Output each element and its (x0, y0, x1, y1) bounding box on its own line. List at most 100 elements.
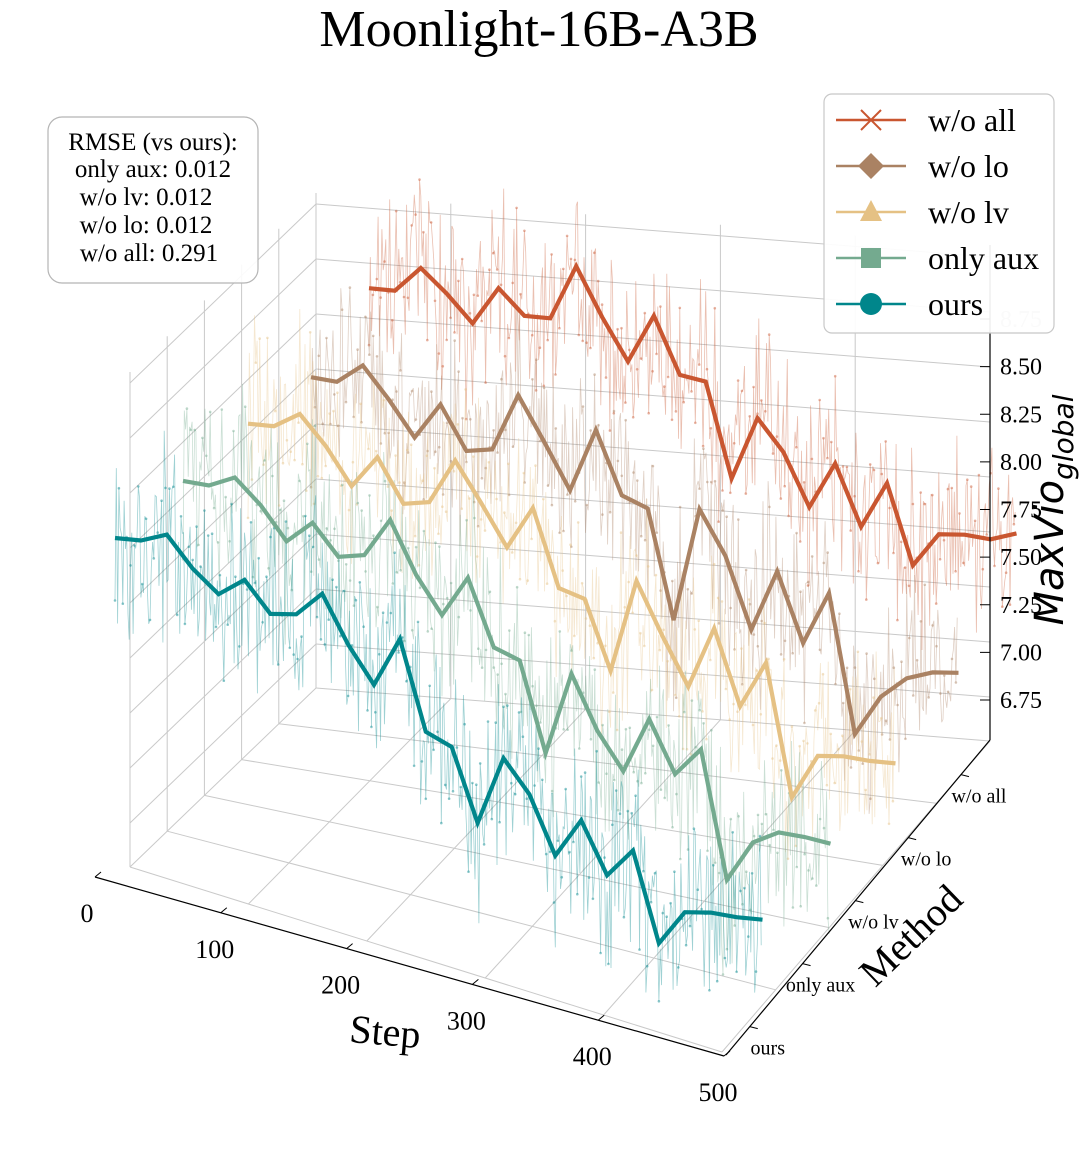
raw-trace-point (611, 691, 615, 694)
raw-trace-point (818, 648, 822, 652)
raw-trace-point (542, 386, 546, 390)
raw-trace-point (754, 970, 758, 973)
raw-trace-point (747, 598, 751, 601)
raw-trace-point (576, 521, 580, 524)
raw-trace-point (1008, 603, 1012, 606)
raw-trace-point (519, 710, 523, 714)
raw-trace-point (546, 484, 550, 487)
raw-trace-point (636, 779, 639, 783)
raw-trace-point (887, 822, 891, 826)
raw-trace-point (426, 338, 429, 342)
raw-trace-point (496, 673, 500, 676)
raw-trace-point (737, 518, 740, 521)
raw-trace-point (605, 772, 608, 775)
raw-trace-point (500, 662, 503, 666)
raw-trace-point (662, 628, 665, 632)
raw-trace-point (472, 293, 476, 297)
raw-trace-point (603, 856, 606, 859)
legend-item: only aux (836, 240, 1039, 276)
raw-trace-point (756, 813, 760, 817)
raw-trace-point (639, 357, 643, 360)
raw-trace-point (911, 694, 915, 697)
method-tick-label: w/o all (951, 786, 1006, 808)
raw-trace-point (414, 545, 418, 549)
grid-line (129, 423, 317, 604)
raw-trace-point (251, 575, 255, 579)
raw-trace-point (818, 398, 821, 402)
raw-trace-point (249, 521, 253, 524)
raw-trace-point (572, 840, 575, 844)
raw-trace-point (402, 481, 406, 484)
grid-line (129, 258, 317, 439)
raw-trace-point (278, 508, 282, 512)
raw-trace-point (923, 502, 926, 506)
raw-trace-point (534, 389, 538, 392)
raw-trace-point (663, 796, 666, 800)
raw-trace-point (682, 710, 686, 714)
raw-trace-point (449, 581, 453, 585)
raw-trace-point (376, 605, 379, 609)
raw-trace-point (825, 783, 829, 787)
raw-trace-point (544, 852, 548, 856)
raw-trace-point (443, 783, 447, 787)
raw-trace-point (502, 705, 505, 709)
raw-trace-point (511, 281, 514, 285)
raw-trace-point (344, 563, 348, 566)
x-tick-label: 100 (195, 935, 234, 964)
x-tick-label: 0 (81, 899, 94, 928)
raw-trace-point (977, 473, 981, 477)
raw-trace-point (526, 579, 529, 582)
raw-trace-point (573, 634, 576, 638)
raw-trace-point (829, 732, 833, 736)
raw-trace-point (865, 652, 868, 655)
raw-trace-point (697, 363, 701, 366)
z-tick-label: 6.75 (1000, 688, 1042, 714)
raw-trace-point (756, 412, 759, 416)
raw-trace-point (367, 343, 371, 347)
raw-trace-point (612, 778, 616, 782)
legend-item: ours (836, 286, 983, 322)
raw-trace-point (286, 526, 290, 530)
raw-trace-point (503, 511, 506, 514)
raw-trace-point (457, 370, 460, 373)
raw-trace-point (822, 826, 826, 830)
raw-trace-point (585, 341, 588, 345)
raw-trace-point (550, 789, 554, 793)
raw-trace-point (744, 568, 748, 572)
raw-trace-point (616, 808, 620, 812)
raw-trace-point (323, 643, 327, 646)
raw-trace-point (484, 466, 488, 470)
raw-trace-point (499, 541, 502, 544)
raw-trace-point (733, 924, 736, 927)
raw-trace-point (834, 682, 837, 686)
raw-trace-point (360, 509, 364, 512)
raw-trace-point (565, 594, 568, 598)
raw-trace-point (736, 379, 740, 382)
raw-trace-point (199, 565, 202, 568)
raw-trace-point (312, 502, 316, 506)
raw-trace-point (888, 738, 892, 741)
raw-trace-point (611, 823, 614, 827)
raw-trace-point (919, 491, 922, 494)
raw-trace-point (620, 748, 624, 751)
raw-trace-point (468, 497, 471, 500)
raw-trace-point (333, 527, 336, 531)
raw-trace-point (755, 669, 759, 672)
raw-trace-point (495, 497, 498, 501)
raw-trace-point (212, 506, 216, 510)
raw-trace-point (484, 381, 487, 384)
raw-trace-point (694, 745, 698, 749)
raw-trace-point (430, 627, 433, 630)
raw-trace-point (168, 487, 171, 490)
raw-trace-point (364, 315, 367, 319)
raw-trace-point (747, 935, 750, 938)
raw-trace-point (332, 409, 335, 413)
raw-trace-point (498, 820, 501, 824)
raw-trace-point (461, 416, 464, 420)
legend-label: w/o lo (928, 148, 1009, 184)
raw-trace-point (406, 296, 410, 300)
raw-trace-point (410, 224, 414, 227)
raw-trace-point (702, 722, 705, 725)
grid-line (241, 759, 883, 866)
grid-line (129, 478, 317, 659)
